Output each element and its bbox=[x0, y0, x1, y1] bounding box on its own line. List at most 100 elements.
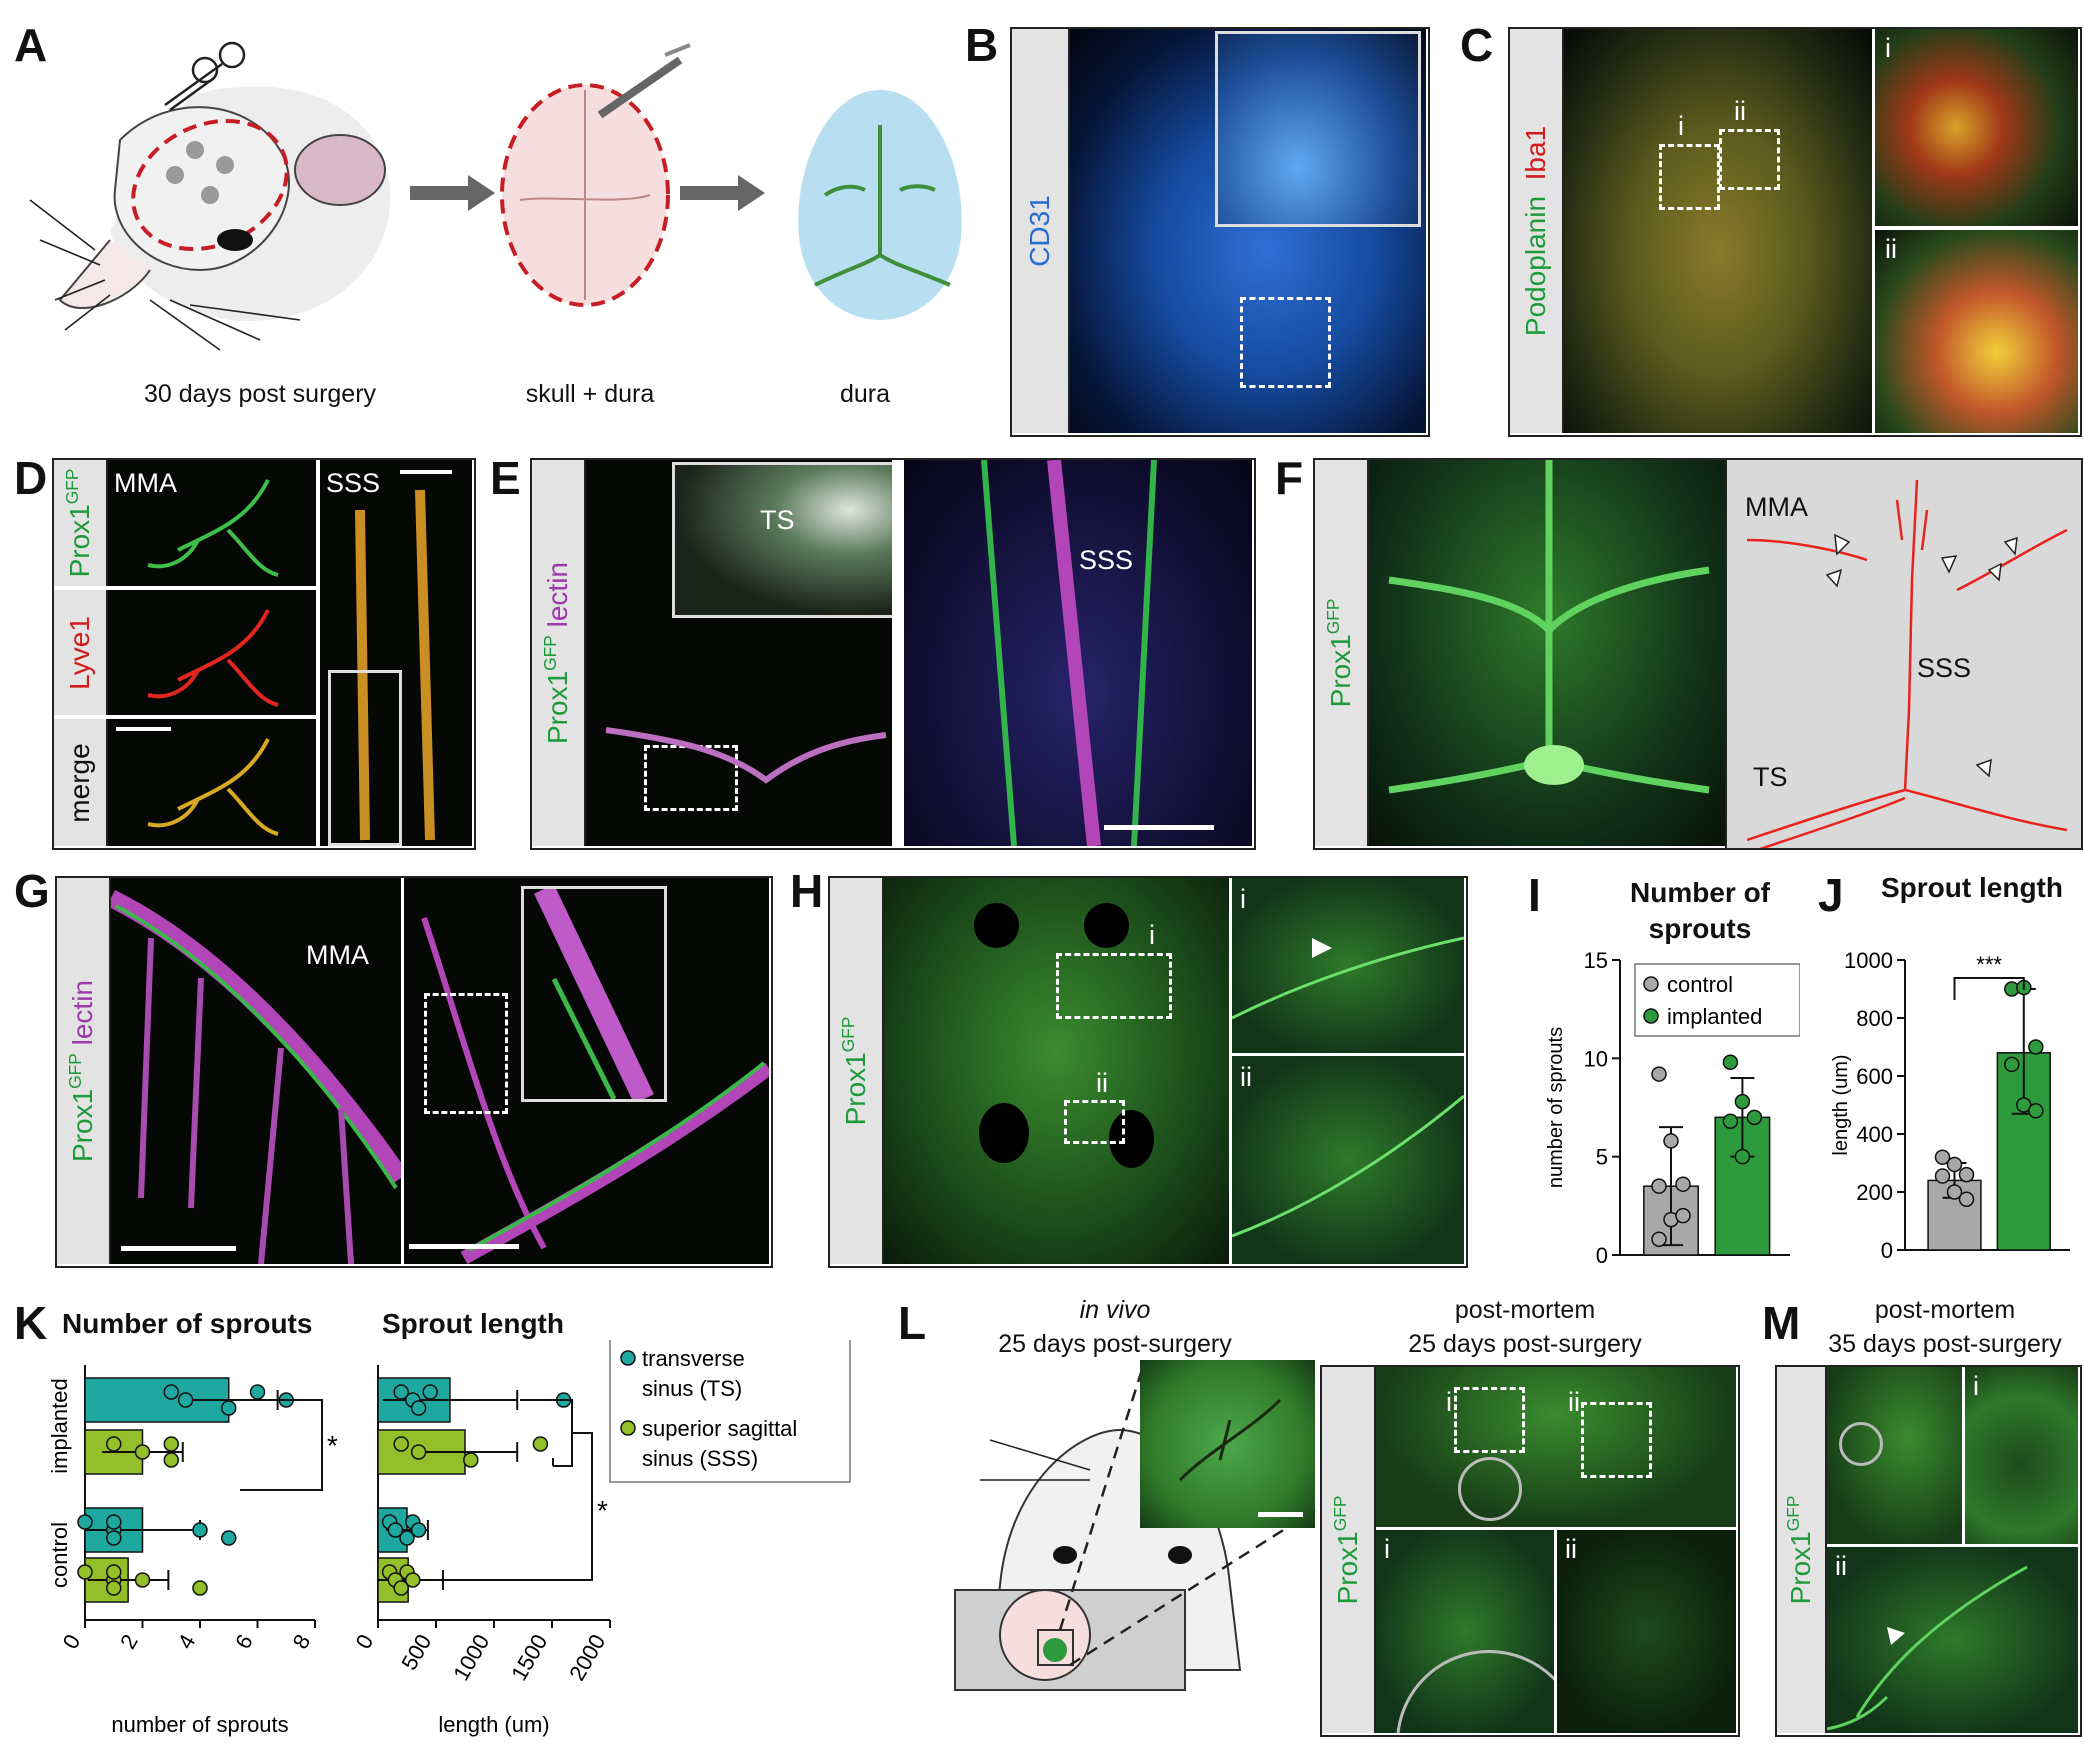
scale-bar bbox=[409, 1244, 519, 1249]
prox1-gfp-label: Prox1GFP bbox=[1322, 598, 1357, 708]
panel-h-sidebar: Prox1GFP bbox=[830, 878, 884, 1264]
legend-marker bbox=[1643, 1008, 1659, 1024]
panel-label-g: G bbox=[14, 865, 50, 917]
cd31-label: CD31 bbox=[1024, 195, 1055, 267]
trace-panel: MMA SSS TS bbox=[1725, 458, 2083, 850]
panel-b-sidebar: CD31 bbox=[1012, 29, 1070, 433]
caption-post-surgery: 30 days post surgery bbox=[143, 380, 377, 408]
panel-label-d: D bbox=[14, 452, 48, 504]
significance-bracket bbox=[440, 1432, 593, 1581]
pm35-line2: 35 days post-surgery bbox=[1828, 1330, 2062, 1358]
sss-label: SSS bbox=[1079, 545, 1134, 575]
data-point bbox=[1958, 1191, 1975, 1207]
panel-f-sidebar: Prox1GFP bbox=[1315, 460, 1369, 846]
l-roi-i bbox=[1454, 1387, 1525, 1453]
panel-label-b: B bbox=[965, 19, 999, 71]
panel-c-sidebar: Podoplanin Iba1 bbox=[1510, 29, 1564, 433]
invivo-schematic bbox=[954, 1360, 1316, 1691]
group-label: implanted bbox=[47, 1378, 72, 1473]
l-label-ii: ii bbox=[1568, 1387, 1580, 1417]
y-tick-label: 0 bbox=[1596, 1243, 1608, 1268]
y-tick-label: 10 bbox=[1584, 1046, 1608, 1071]
panel-label-k: K bbox=[14, 1297, 48, 1349]
panel-b-frame bbox=[1010, 27, 1430, 437]
data-point bbox=[393, 1580, 409, 1596]
lyve1-label: Lyve1 bbox=[64, 615, 95, 690]
panel-g-frame bbox=[55, 876, 773, 1268]
sss-inset bbox=[328, 670, 402, 846]
panel-c-frame bbox=[1508, 27, 2082, 437]
prox1-text: Prox1 bbox=[64, 504, 95, 578]
data-point bbox=[1746, 1109, 1763, 1126]
data-point bbox=[77, 1564, 93, 1580]
x-tick-label: 0 bbox=[351, 1630, 379, 1653]
panel-label-e: E bbox=[490, 452, 521, 504]
scale-bar bbox=[1104, 825, 1214, 830]
data-point bbox=[106, 1514, 122, 1530]
panel-l-frame bbox=[1320, 1365, 1740, 1737]
x-tick-label: 4 bbox=[173, 1630, 201, 1653]
significance-label: * bbox=[327, 1430, 338, 1461]
pm25-line2: 25 days post-surgery bbox=[1408, 1330, 1642, 1358]
mma-lectin-zoom-image bbox=[404, 878, 769, 1264]
h-roi-ii bbox=[1064, 1100, 1125, 1144]
prox-lectin-label: Prox1GFP lectin bbox=[540, 562, 574, 744]
lectin-text: lectin bbox=[67, 980, 98, 1046]
caption-skull-dura: skull + dura bbox=[525, 380, 655, 408]
m-zoom-i: i bbox=[1965, 1367, 2078, 1544]
data-point bbox=[2028, 1103, 2044, 1119]
x-tick-label: 1500 bbox=[506, 1630, 552, 1685]
podoplanin-roi-ii bbox=[1719, 129, 1780, 190]
m-overview bbox=[1827, 1367, 1962, 1544]
y-tick-label: 1000 bbox=[1844, 948, 1893, 973]
podoplanin-zoom-i: i bbox=[1875, 29, 2078, 226]
data-point bbox=[1722, 1054, 1739, 1071]
prox1-text: Prox1 bbox=[840, 1052, 871, 1126]
legend-label: transverse sinus (TS) bbox=[642, 1346, 745, 1401]
mma-merge-image bbox=[108, 719, 316, 846]
gfp-superscript: GFP bbox=[1329, 1495, 1350, 1532]
m-label-i: i bbox=[1973, 1371, 1979, 1401]
chart-i-title-1: Number of bbox=[1630, 877, 1770, 908]
data-point bbox=[163, 1452, 179, 1468]
data-point bbox=[410, 1400, 427, 1416]
significance-bracket bbox=[1953, 977, 2025, 1000]
iba1-label: Iba1 bbox=[1520, 125, 1551, 181]
data-point bbox=[163, 1436, 179, 1452]
panel-d-frame bbox=[52, 458, 476, 850]
significance-bracket bbox=[520, 1399, 573, 1467]
zoom-label-i: i bbox=[1885, 33, 1891, 63]
data-point bbox=[2028, 1039, 2044, 1055]
ts-inset: TS bbox=[672, 462, 892, 618]
merge-label: merge bbox=[64, 742, 95, 823]
gfp-superscript: GFP bbox=[1322, 598, 1343, 635]
chart-i-title: Number of sprouts bbox=[1590, 875, 1810, 947]
podoplanin-label: Podoplanin bbox=[1520, 195, 1551, 337]
data-point bbox=[1934, 1168, 1951, 1184]
podoplanin-zoom-ii: ii bbox=[1875, 230, 2078, 433]
m-zoom-ii: ii bbox=[1827, 1547, 2078, 1733]
panel-d-sidebar-lyve1: Lyve1 bbox=[54, 590, 108, 715]
panel-d-sidebar-merge: merge bbox=[54, 719, 108, 846]
l-zoom-i: i bbox=[1376, 1530, 1554, 1733]
ts-label: TS bbox=[1753, 762, 1788, 792]
data-point bbox=[177, 1392, 194, 1408]
ts-label: TS bbox=[760, 505, 795, 535]
y-tick-label: 0 bbox=[1881, 1238, 1893, 1263]
data-point bbox=[1651, 1066, 1667, 1082]
data-point bbox=[249, 1384, 266, 1400]
chart-j-title: Sprout length bbox=[1881, 872, 2063, 903]
l-label-i: i bbox=[1446, 1387, 1452, 1417]
cd31-image bbox=[1070, 29, 1426, 433]
scale-bar bbox=[400, 470, 452, 474]
panel-label-j: J bbox=[1818, 869, 1844, 921]
h-zoom-i: i bbox=[1232, 878, 1464, 1053]
implanted-dura-image: i ii bbox=[884, 878, 1229, 1264]
sss-label: SSS bbox=[326, 468, 381, 498]
data-point bbox=[422, 1384, 438, 1400]
data-point bbox=[1734, 1148, 1751, 1165]
panel-l-sidebar: Prox1GFP bbox=[1322, 1367, 1376, 1733]
surgery-schematic bbox=[29, 41, 765, 351]
data-point bbox=[192, 1522, 208, 1538]
